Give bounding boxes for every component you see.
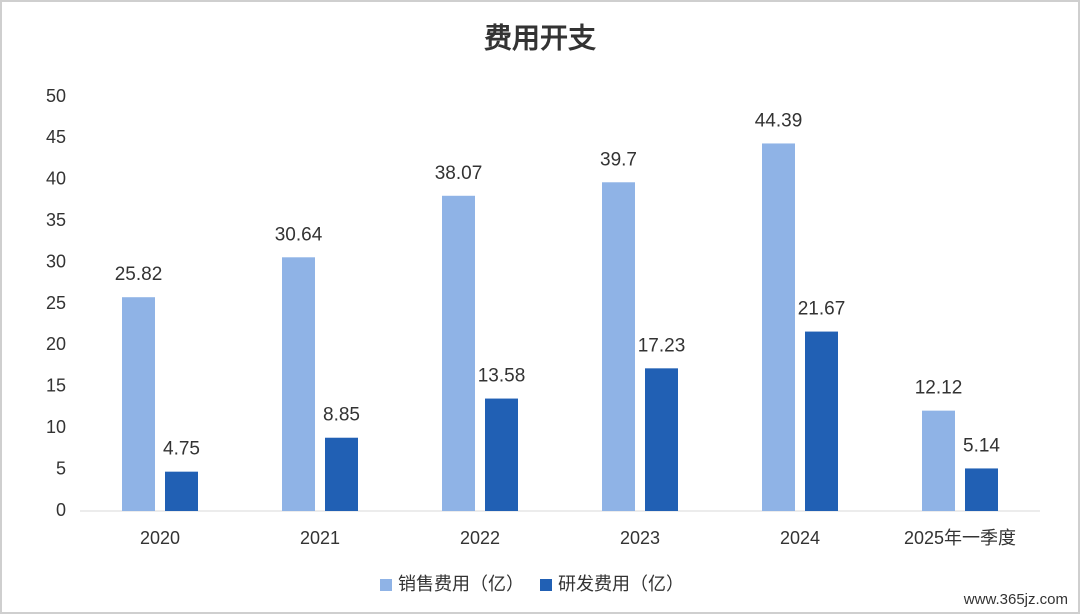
value-label: 13.58 — [478, 366, 526, 387]
y-tick-label: 5 — [56, 458, 66, 478]
bar — [485, 398, 518, 511]
bar — [122, 297, 155, 511]
value-label: 12.12 — [915, 378, 963, 399]
y-tick-label: 20 — [46, 334, 66, 354]
legend-label: 销售费用（亿） — [398, 574, 524, 594]
y-tick-label: 10 — [46, 417, 66, 437]
bar — [282, 257, 315, 511]
bar — [602, 182, 635, 511]
legend-label: 研发费用（亿） — [558, 574, 684, 594]
x-tick-label: 2023 — [620, 528, 660, 548]
value-label: 38.07 — [435, 163, 483, 184]
footer: www.365jz.com — [963, 591, 1068, 608]
value-label: 44.39 — [755, 110, 803, 131]
value-label: 30.64 — [275, 224, 323, 245]
x-tick-label: 2025年一季度 — [904, 528, 1016, 548]
value-label: 25.82 — [115, 264, 163, 285]
bar — [922, 410, 955, 511]
bar — [805, 331, 838, 511]
y-tick-label: 30 — [46, 251, 66, 271]
value-label: 8.85 — [323, 405, 360, 426]
value-label: 5.14 — [963, 435, 1000, 456]
y-tick-label: 50 — [46, 86, 66, 106]
y-tick-label: 35 — [46, 210, 66, 230]
x-tick-label: 2020 — [140, 528, 180, 548]
value-label: 39.7 — [600, 149, 637, 170]
x-tick-label: 2021 — [300, 528, 340, 548]
x-tick-label: 2022 — [460, 528, 500, 548]
legend-swatch — [540, 579, 552, 591]
bar — [762, 143, 795, 511]
bar — [645, 368, 678, 511]
y-tick-label: 25 — [46, 293, 66, 313]
y-tick-label: 40 — [46, 169, 66, 189]
value-label: 17.23 — [638, 335, 686, 356]
bar — [165, 471, 198, 511]
legend-swatch — [380, 579, 392, 591]
x-tick-label: 2024 — [780, 528, 820, 548]
y-tick-label: 0 — [56, 500, 66, 520]
bar — [965, 468, 998, 511]
chart-title: 费用开支 — [484, 22, 596, 53]
bar — [325, 437, 358, 511]
value-label: 21.67 — [798, 299, 846, 320]
bar — [442, 195, 475, 511]
value-label: 4.75 — [163, 439, 200, 460]
y-tick-label: 45 — [46, 127, 66, 147]
y-tick-label: 15 — [46, 376, 66, 396]
